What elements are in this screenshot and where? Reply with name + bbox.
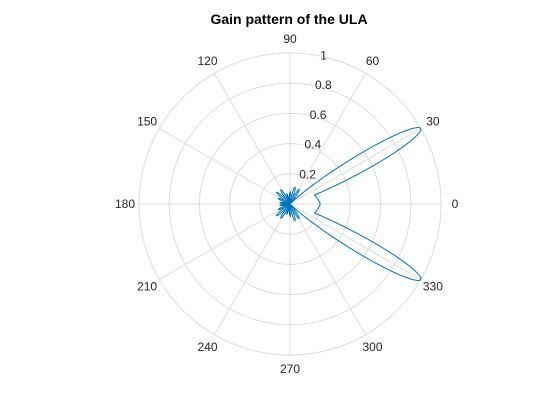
theta-tick-label: 270 — [280, 362, 300, 376]
theta-grid-line — [289, 203, 366, 336]
r-tick-label: 0.8 — [315, 78, 332, 92]
theta-grid-line — [214, 72, 291, 205]
theta-tick-label: 300 — [362, 340, 382, 354]
chart-title: Gain pattern of the ULA — [210, 11, 367, 27]
theta-tick-label: 330 — [423, 280, 443, 294]
theta-tick-label: 180 — [115, 197, 135, 211]
r-tick-label: 1 — [320, 48, 327, 62]
theta-tick-label: 120 — [197, 54, 217, 68]
theta-tick-label: 240 — [197, 340, 217, 354]
theta-tick-label: 60 — [366, 54, 380, 68]
tick-labels: 0 30 60 90 120 150 180 210 240 270 300 330 0.2 0.4 0.6… — [115, 32, 459, 376]
theta-grid-line — [289, 203, 422, 280]
theta-tick-label: 90 — [283, 32, 297, 46]
theta-grid-line — [158, 128, 291, 205]
polar-grid — [138, 52, 442, 356]
theta-grid-line — [214, 203, 291, 336]
r-tick-label: 0.2 — [299, 167, 316, 181]
theta-grid-line — [289, 72, 366, 205]
theta-tick-label: 0 — [452, 197, 459, 211]
gain-pattern-line — [276, 127, 422, 281]
theta-grid-line — [158, 203, 291, 280]
theta-tick-label: 150 — [137, 115, 157, 129]
r-tick-label: 0.4 — [304, 138, 321, 152]
theta-tick-label: 210 — [137, 280, 157, 294]
r-tick-label: 0.6 — [310, 108, 327, 122]
theta-grid-line — [289, 128, 422, 205]
theta-tick-label: 30 — [426, 115, 440, 129]
series-layer — [276, 127, 422, 281]
